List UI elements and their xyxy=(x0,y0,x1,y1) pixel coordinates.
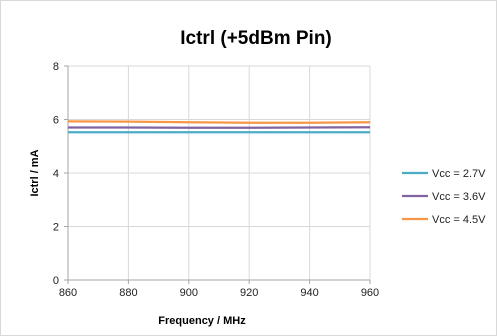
y-tick-label: 4 xyxy=(53,168,59,180)
x-axis-label: Frequency / MHz xyxy=(158,315,246,327)
tick-labels: 860 880 900 920 940 960 0 2 4 6 8 xyxy=(53,61,379,299)
legend-label: Vcc = 3.6V xyxy=(432,191,486,203)
x-tick-label: 960 xyxy=(361,287,379,299)
gridlines xyxy=(68,65,371,280)
y-axis-label: Ictrl / mA xyxy=(29,149,41,196)
x-tick-label: 860 xyxy=(59,287,77,299)
y-tick-label: 2 xyxy=(53,222,59,234)
x-tick-label: 900 xyxy=(180,287,198,299)
axes xyxy=(64,65,371,284)
y-tick-label: 6 xyxy=(53,115,59,127)
y-tick-label: 0 xyxy=(53,275,59,287)
legend-label: Vcc = 2.7V xyxy=(432,168,486,180)
x-tick-label: 920 xyxy=(240,287,258,299)
legend-label: Vcc = 4.5V xyxy=(432,214,486,226)
x-tick-label: 940 xyxy=(300,287,318,299)
chart-title: Ictrl (+5dBm Pin) xyxy=(180,28,332,49)
x-tick-label: 880 xyxy=(119,287,137,299)
y-tick-label: 8 xyxy=(53,61,59,73)
series-line xyxy=(68,126,371,129)
series-lines xyxy=(67,120,371,134)
legend: Vcc = 2.7V Vcc = 3.6V Vcc = 4.5V xyxy=(402,168,486,226)
series-line xyxy=(67,120,371,124)
